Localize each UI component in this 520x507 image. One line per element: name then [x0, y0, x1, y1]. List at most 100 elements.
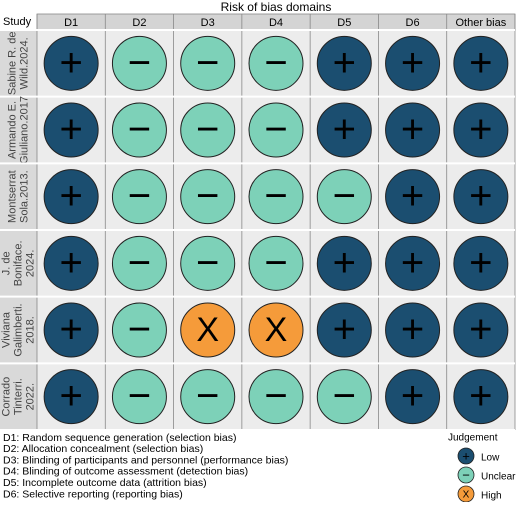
- footnote: D4: Blinding of outcome assessment (dete…: [3, 466, 248, 478]
- legend-swatch: [457, 447, 475, 465]
- footnote: D5: Incomplete outcome data (attrition b…: [3, 477, 207, 489]
- judgement-circle: [248, 369, 304, 425]
- judgement-symbol: +: [469, 108, 492, 152]
- judgement-symbol: −: [196, 374, 219, 418]
- judgement-circle: [453, 302, 509, 358]
- domain-header: D3: [201, 17, 215, 29]
- legend-symbol: −: [462, 467, 470, 482]
- judgement-symbol: +: [333, 108, 356, 152]
- domain-header: D4: [269, 17, 283, 29]
- judgement-symbol: +: [469, 308, 492, 352]
- judgement-circle: [385, 102, 441, 158]
- judgement-circle: [111, 35, 167, 91]
- judgement-circle: [43, 169, 99, 225]
- legend-swatch: [457, 466, 475, 484]
- study-label: Tinterri.: [12, 378, 24, 415]
- judgement-symbol: +: [469, 41, 492, 85]
- judgement-symbol: −: [196, 41, 219, 85]
- judgement-symbol: +: [469, 241, 492, 285]
- judgement-symbol: −: [196, 174, 219, 218]
- judgement-circle: [43, 369, 99, 425]
- title: Risk of bias domains: [221, 0, 332, 14]
- study-label: Sola.2013.: [18, 170, 30, 223]
- study-label: Boniface.: [12, 240, 24, 286]
- judgement-symbol: −: [196, 108, 219, 152]
- judgement-circle: [180, 235, 236, 291]
- judgement-symbol: X: [196, 311, 219, 349]
- judgement-symbol: −: [128, 308, 151, 352]
- judgement-circle: [180, 169, 236, 225]
- judgement-symbol: +: [59, 241, 82, 285]
- judgement-circle: [43, 302, 99, 358]
- legend-label: High: [481, 491, 502, 502]
- judgement-circle: [453, 369, 509, 425]
- judgement-circle: [385, 35, 441, 91]
- judgement-symbol: +: [401, 108, 424, 152]
- judgement-symbol: +: [59, 41, 82, 85]
- study-label: Viviana: [0, 311, 12, 348]
- judgement-circle: [43, 235, 99, 291]
- judgement-symbol: +: [333, 241, 356, 285]
- judgement-symbol: +: [59, 374, 82, 418]
- judgement-circle: [43, 102, 99, 158]
- judgement-circle: [453, 35, 509, 91]
- study-label: Montserrat: [6, 170, 18, 223]
- judgement-circle: [111, 102, 167, 158]
- judgement-circle: [453, 235, 509, 291]
- judgement-circle: [385, 369, 441, 425]
- judgement-symbol: +: [469, 374, 492, 418]
- study-label: J. de: [0, 251, 12, 275]
- study-label: 2018.: [24, 316, 36, 344]
- judgement-circle: [316, 169, 372, 225]
- footnote: D2: Allocation concealment (selection bi…: [3, 443, 203, 455]
- judgement-symbol: −: [264, 108, 287, 152]
- study-header: Study: [3, 16, 32, 28]
- judgement-circle: [385, 235, 441, 291]
- judgement-symbol: +: [469, 174, 492, 218]
- judgement-symbol: +: [401, 241, 424, 285]
- domain-header: Other bias: [455, 17, 506, 29]
- judgement-symbol: −: [128, 374, 151, 418]
- judgement-symbol: +: [333, 41, 356, 85]
- judgement-symbol: −: [264, 174, 287, 218]
- judgement-circle: [111, 169, 167, 225]
- study-label: Corrado: [0, 377, 12, 417]
- judgement-circle: [180, 102, 236, 158]
- judgement-symbol: −: [128, 174, 151, 218]
- domain-header: D1: [64, 17, 78, 29]
- judgement-circle: [316, 302, 372, 358]
- judgement-circle: [43, 35, 99, 91]
- judgement-circle: [111, 302, 167, 358]
- judgement-symbol: −: [128, 41, 151, 85]
- judgement-circle: [248, 102, 304, 158]
- footnote: D1: Random sequence generation (selectio…: [3, 432, 236, 444]
- judgement-circle: [180, 35, 236, 91]
- study-label: 2024.: [24, 250, 36, 278]
- judgement-circle: [111, 235, 167, 291]
- judgement-circle: [316, 369, 372, 425]
- judgement-symbol: +: [401, 174, 424, 218]
- judgement-symbol: −: [333, 374, 356, 418]
- footnote: D6: Selective reporting (reporting bias): [3, 488, 183, 500]
- judgement-symbol: +: [59, 308, 82, 352]
- study-label: 2022.: [24, 383, 36, 411]
- judgement-symbol: +: [59, 174, 82, 218]
- domain-header: D5: [337, 17, 351, 29]
- judgement-circle: [111, 369, 167, 425]
- study-label: Galimberti.: [12, 303, 24, 356]
- judgement-symbol: X: [265, 311, 288, 349]
- study-label: Giuliano.2017: [18, 96, 30, 164]
- judgement-circle: [180, 302, 236, 358]
- judgement-circle: [453, 169, 509, 225]
- study-label: Armando E.: [6, 101, 18, 159]
- domain-header: D2: [132, 17, 146, 29]
- study-label: Wild.2024.: [18, 37, 30, 89]
- judgement-circle: [316, 235, 372, 291]
- judgement-symbol: −: [264, 374, 287, 418]
- legend-label: Low: [481, 453, 500, 464]
- legend-label: Unclear: [481, 472, 516, 483]
- judgement-circle: [453, 102, 509, 158]
- judgement-symbol: +: [333, 308, 356, 352]
- domain-header: D6: [406, 17, 420, 29]
- judgement-circle: [248, 235, 304, 291]
